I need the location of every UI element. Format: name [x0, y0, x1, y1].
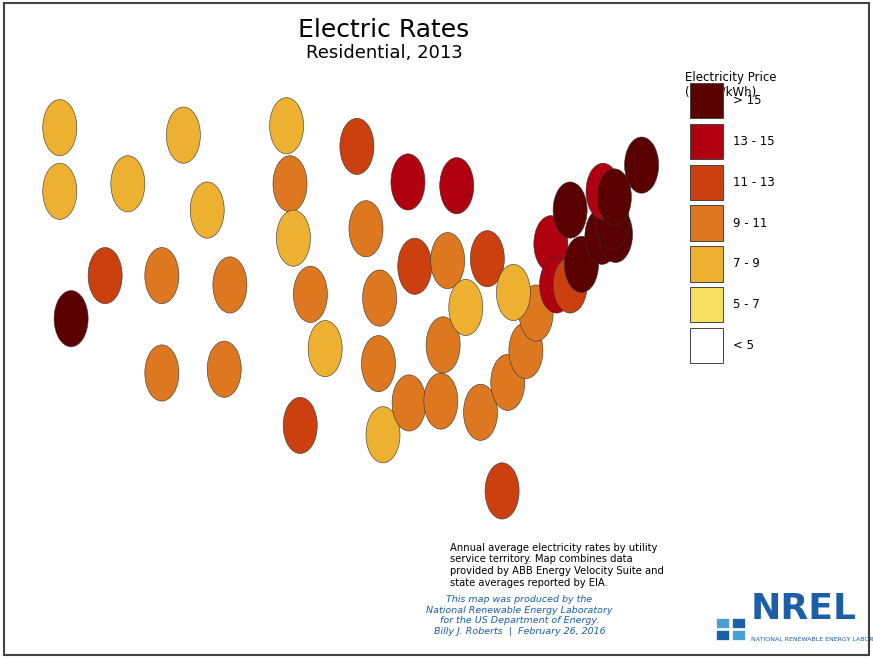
Text: Electricity Price
(cents/kWh): Electricity Price (cents/kWh): [685, 70, 777, 99]
Circle shape: [392, 375, 426, 431]
Circle shape: [597, 169, 631, 225]
Circle shape: [540, 257, 574, 313]
Circle shape: [111, 156, 145, 212]
Circle shape: [430, 232, 464, 289]
Bar: [716, 630, 729, 640]
Circle shape: [553, 257, 588, 313]
Circle shape: [497, 265, 531, 320]
Circle shape: [145, 247, 179, 304]
Bar: [716, 618, 729, 628]
Text: 11 - 13: 11 - 13: [733, 176, 775, 189]
Circle shape: [534, 216, 567, 272]
Circle shape: [565, 236, 599, 292]
Text: This map was produced by the
National Renewable Energy Laboratory
for the US Dep: This map was produced by the National Re…: [426, 595, 613, 636]
Circle shape: [340, 118, 374, 174]
Circle shape: [277, 210, 311, 266]
Circle shape: [167, 107, 201, 163]
Circle shape: [471, 231, 505, 287]
Circle shape: [449, 280, 483, 336]
Text: Residential, 2013: Residential, 2013: [306, 43, 463, 62]
Circle shape: [283, 397, 317, 453]
Text: < 5: < 5: [733, 339, 754, 352]
Text: Electric Rates: Electric Rates: [299, 18, 470, 41]
Circle shape: [362, 270, 396, 326]
Circle shape: [624, 137, 658, 193]
Circle shape: [485, 463, 519, 519]
Circle shape: [43, 163, 77, 219]
Circle shape: [398, 238, 432, 294]
Text: 7 - 9: 7 - 9: [733, 257, 760, 270]
Circle shape: [366, 407, 400, 463]
Circle shape: [54, 291, 88, 347]
Bar: [732, 618, 745, 628]
Circle shape: [423, 373, 457, 429]
Circle shape: [361, 336, 395, 392]
Text: 9 - 11: 9 - 11: [733, 216, 767, 230]
Circle shape: [509, 322, 543, 378]
Bar: [690, 205, 723, 241]
Bar: [690, 164, 723, 200]
Circle shape: [88, 247, 122, 304]
Circle shape: [426, 316, 460, 373]
Circle shape: [293, 266, 327, 322]
Circle shape: [491, 354, 525, 411]
Bar: [690, 83, 723, 118]
Text: 5 - 7: 5 - 7: [733, 298, 760, 311]
Circle shape: [599, 207, 633, 263]
Circle shape: [595, 193, 629, 249]
Circle shape: [273, 156, 307, 212]
Circle shape: [586, 163, 620, 219]
Circle shape: [391, 154, 425, 210]
Text: 13 - 15: 13 - 15: [733, 135, 775, 148]
Circle shape: [43, 99, 77, 156]
Circle shape: [308, 320, 342, 377]
Text: Annual average electricity rates by utility
service territory. Map combines data: Annual average electricity rates by util…: [450, 543, 663, 588]
Circle shape: [207, 341, 241, 397]
Bar: [690, 246, 723, 282]
Bar: [690, 328, 723, 363]
Circle shape: [464, 384, 498, 440]
Text: NATIONAL RENEWABLE ENERGY LABORATORY: NATIONAL RENEWABLE ENERGY LABORATORY: [751, 637, 873, 642]
Circle shape: [585, 208, 619, 265]
Circle shape: [440, 158, 474, 214]
Circle shape: [213, 257, 247, 313]
Circle shape: [519, 285, 553, 341]
Bar: [690, 287, 723, 322]
Text: NREL: NREL: [751, 592, 856, 626]
Circle shape: [349, 201, 383, 257]
Text: > 15: > 15: [733, 94, 762, 107]
Circle shape: [270, 97, 304, 154]
Circle shape: [145, 345, 179, 401]
Bar: [732, 630, 745, 640]
Bar: [690, 124, 723, 159]
Circle shape: [553, 182, 588, 238]
Circle shape: [190, 182, 224, 238]
